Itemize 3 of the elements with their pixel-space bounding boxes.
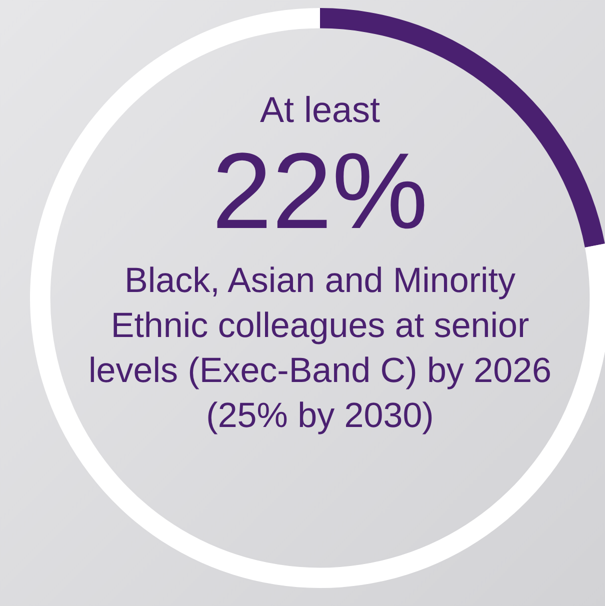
- text: At least: [258, 88, 382, 132]
- data-label: 22%: [210, 130, 430, 251]
- text: Black, Asian and Minority Ethnic colleagues at senior levels (Exec-Band C) by 2026 (25% by 2030): [88, 260, 552, 437]
